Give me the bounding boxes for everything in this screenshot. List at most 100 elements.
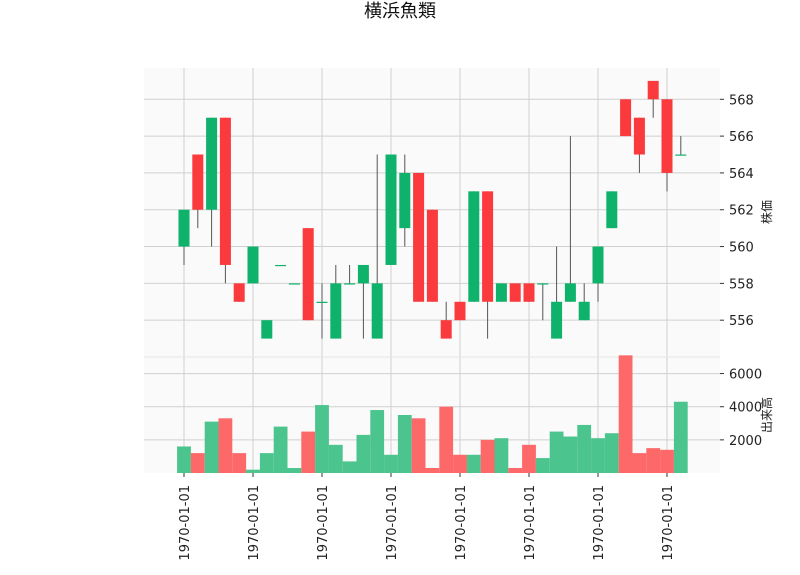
volume-bar bbox=[646, 448, 661, 473]
price-tick-label: 564 bbox=[729, 167, 754, 182]
volume-bar bbox=[259, 453, 274, 473]
candle-body bbox=[206, 117, 218, 210]
candle-body bbox=[385, 154, 397, 265]
volume-bar bbox=[411, 418, 426, 473]
volume-bars bbox=[177, 355, 688, 473]
candle-body bbox=[633, 117, 645, 155]
volume-bar bbox=[673, 401, 688, 473]
volume-bar bbox=[439, 406, 454, 473]
volume-bar bbox=[535, 458, 550, 473]
volume-bar bbox=[273, 426, 288, 473]
candle-body bbox=[413, 172, 425, 302]
candle-body bbox=[302, 228, 314, 321]
price-tick-label: 560 bbox=[729, 241, 754, 256]
candle-body bbox=[454, 301, 466, 321]
candle-body bbox=[426, 209, 438, 302]
candle-body bbox=[275, 264, 287, 267]
candle-body bbox=[357, 264, 369, 284]
candle-body bbox=[247, 246, 259, 284]
price-tick-label: 558 bbox=[729, 277, 754, 292]
x-axis-ticks: 1970-01-01 1970-01-01 1970-01-01 1970-01-01… bbox=[178, 473, 676, 561]
candle-body bbox=[564, 283, 576, 302]
volume-bar bbox=[218, 418, 233, 473]
x-tick-label: 1970-01-01 bbox=[316, 485, 331, 561]
volume-bar bbox=[494, 438, 509, 473]
candle-body bbox=[219, 117, 231, 265]
volume-axis-label: 出来高 bbox=[759, 397, 774, 433]
candle-body bbox=[233, 283, 245, 302]
volume-bar bbox=[618, 355, 633, 473]
candle-body bbox=[509, 283, 521, 302]
volume-bar bbox=[632, 453, 647, 473]
volume-bar bbox=[370, 410, 385, 473]
x-tick-label: 1970-01-01 bbox=[178, 485, 193, 561]
x-tick-label: 1970-01-01 bbox=[247, 485, 262, 561]
x-tick-label: 1970-01-01 bbox=[523, 485, 538, 561]
price-tick-label: 566 bbox=[729, 130, 754, 145]
volume-bar bbox=[660, 449, 674, 473]
candle-body bbox=[288, 283, 300, 285]
chart-title: 横浜魚類 bbox=[364, 1, 436, 22]
volume-bar bbox=[287, 468, 302, 473]
volume-bar bbox=[328, 444, 343, 473]
volume-bar bbox=[522, 444, 536, 473]
volume-bar bbox=[204, 421, 219, 473]
volume-bar bbox=[453, 454, 467, 473]
candle-body bbox=[316, 301, 328, 303]
candle-body bbox=[647, 80, 659, 100]
x-tick-label: 1970-01-01 bbox=[592, 485, 607, 561]
volume-bar bbox=[591, 438, 605, 473]
volume-tick-label: 6000 bbox=[729, 368, 762, 383]
volume-bar bbox=[384, 454, 398, 473]
candle-body bbox=[192, 154, 204, 210]
candle-body bbox=[675, 154, 687, 156]
candle-body bbox=[661, 99, 673, 173]
candle-body bbox=[468, 191, 480, 302]
volume-tick-label: 4000 bbox=[729, 401, 762, 416]
candle-body bbox=[495, 283, 507, 302]
volume-bar bbox=[480, 439, 495, 473]
volume-bar bbox=[549, 431, 564, 473]
volume-bar bbox=[301, 431, 316, 473]
candle-body bbox=[178, 209, 190, 247]
candle-body bbox=[399, 172, 411, 229]
volume-bar bbox=[397, 415, 412, 473]
candle-body bbox=[523, 283, 535, 302]
volume-bar bbox=[190, 453, 205, 473]
price-tick-label: 556 bbox=[729, 314, 754, 329]
volume-bar bbox=[466, 454, 481, 473]
price-axis-ticks: 556 558 560 562 564 566 568 bbox=[720, 93, 754, 329]
volume-bar bbox=[577, 424, 592, 473]
candle-body bbox=[261, 320, 273, 339]
volume-bar bbox=[177, 446, 191, 473]
volume-tick-label: 2000 bbox=[729, 434, 762, 449]
candle-body bbox=[592, 246, 604, 284]
volume-bar bbox=[356, 434, 371, 473]
candle-body bbox=[551, 301, 563, 339]
x-tick-label: 1970-01-01 bbox=[454, 485, 469, 561]
candle-body bbox=[482, 191, 494, 302]
price-axis-label: 株価 bbox=[759, 200, 774, 224]
volume-bar bbox=[342, 461, 357, 473]
price-tick-label: 568 bbox=[729, 93, 754, 108]
candle-body bbox=[578, 301, 590, 321]
candle-body bbox=[344, 283, 356, 285]
candles bbox=[178, 80, 687, 339]
candle-body bbox=[330, 283, 342, 339]
candle-body bbox=[440, 320, 452, 339]
x-tick-label: 1970-01-01 bbox=[661, 485, 676, 561]
volume-bar bbox=[315, 405, 329, 473]
volume-axis-ticks: 2000 4000 6000 bbox=[720, 368, 762, 449]
x-tick-label: 1970-01-01 bbox=[385, 485, 400, 561]
volume-bar bbox=[508, 468, 523, 473]
candle-body bbox=[620, 99, 632, 137]
price-tick-label: 562 bbox=[729, 204, 754, 219]
volume-bar bbox=[604, 433, 619, 473]
volume-bar bbox=[563, 436, 578, 473]
volume-bar bbox=[232, 453, 247, 473]
candle-body bbox=[537, 283, 549, 285]
candle-body bbox=[371, 283, 383, 339]
candle-body bbox=[606, 191, 618, 229]
volume-bar bbox=[246, 469, 260, 473]
